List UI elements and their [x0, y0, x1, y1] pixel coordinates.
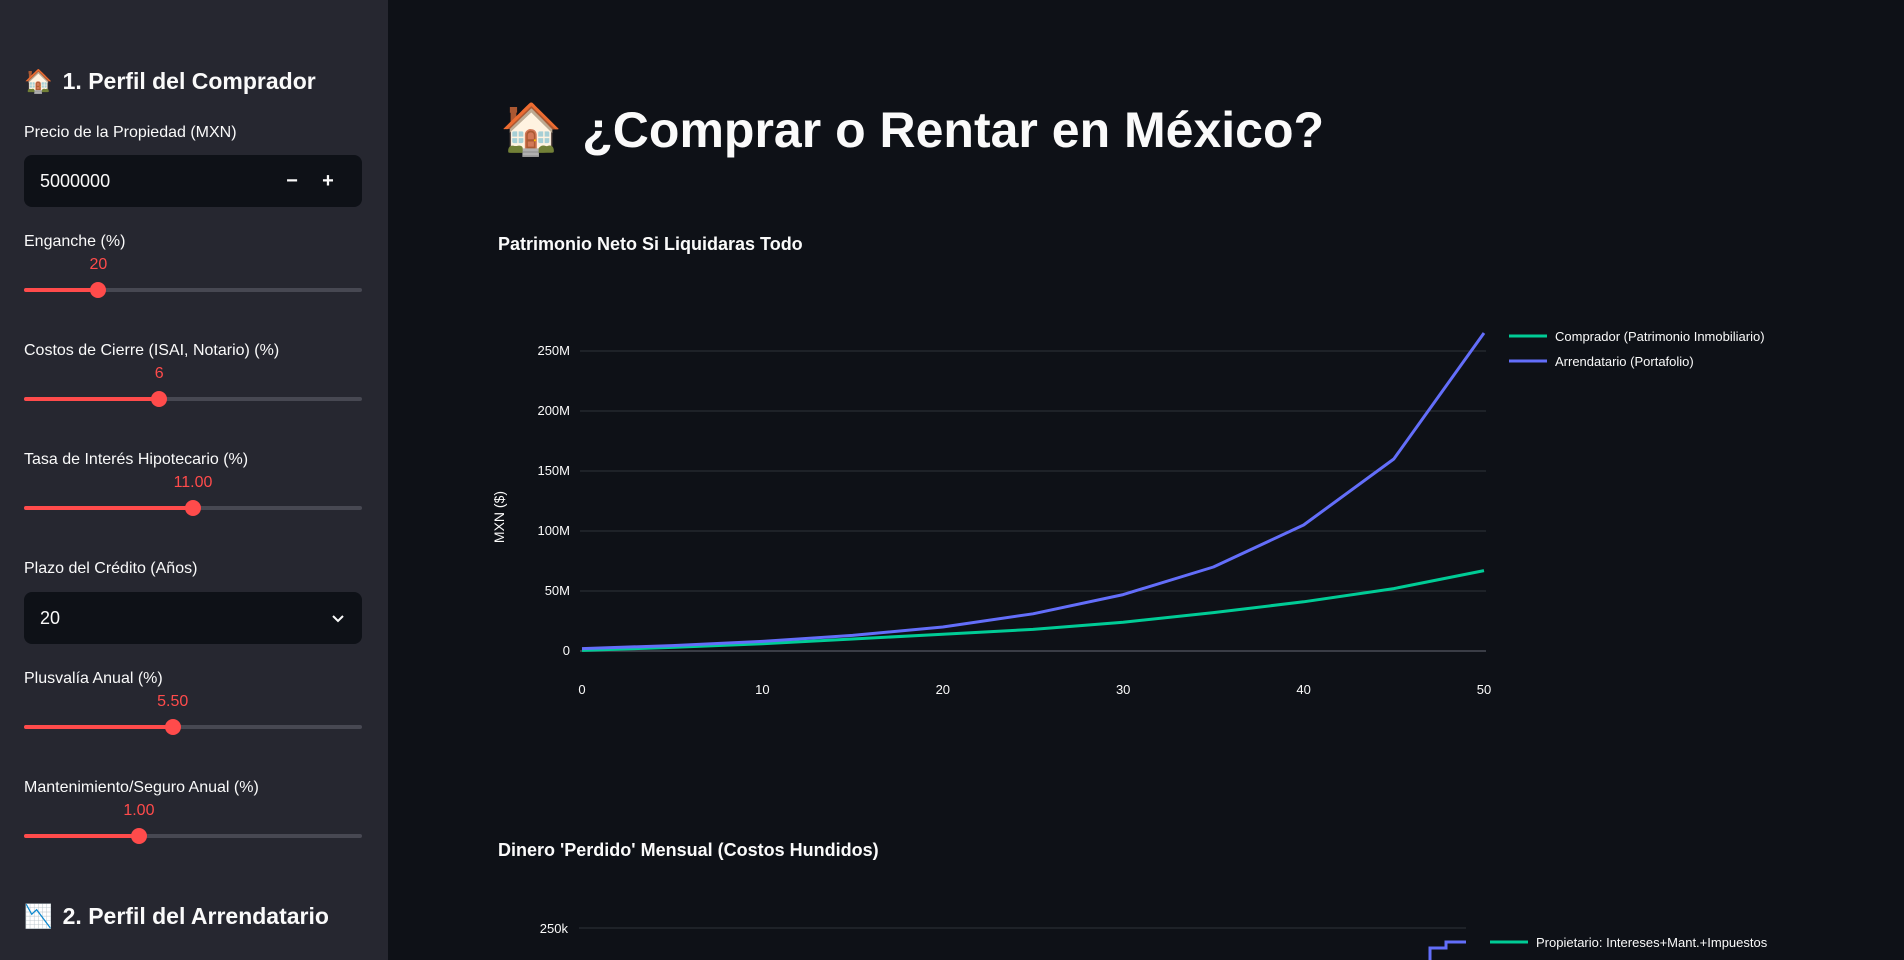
- x-tick-label: 10: [755, 682, 769, 697]
- sidebar: 🏠 1. Perfil del Comprador Precio de la P…: [0, 0, 388, 960]
- chart-title: Patrimonio Neto Si Liquidaras Todo: [498, 234, 803, 254]
- slider-label: Plusvalía Anual (%): [24, 670, 163, 687]
- slider-value: 6: [154, 365, 164, 382]
- chevron-down-icon: [332, 615, 344, 623]
- chart-decreasing-icon: 📉: [24, 903, 53, 929]
- price-label: Precio de la Propiedad (MXN): [24, 124, 237, 141]
- section-header-renter: 📉 2. Perfil del Arrendatario: [24, 903, 329, 929]
- slider-fill: [24, 397, 160, 401]
- slider-label: Tasa de Interés Hipotecario (%): [24, 451, 249, 468]
- series-line: [1428, 940, 1466, 960]
- chart-title: Dinero 'Perdido' Mensual (Costos Hundido…: [498, 840, 879, 860]
- y-axis-label: MXN ($): [491, 491, 507, 543]
- y-tick-label: 150M: [537, 463, 570, 478]
- slider-thumb[interactable]: [164, 719, 181, 735]
- term-value: 20: [40, 607, 61, 628]
- net-worth-chart: 0 50M 100M 150M 200M 250M 0 10 20 30 40 50 MXN ($) Co…: [491, 329, 1765, 697]
- page-title: 🏠 ¿Comprar o Rentar en México?: [500, 101, 1325, 158]
- y-tick-label: 250M: [537, 343, 570, 358]
- slider[interactable]: 1.00: [24, 802, 362, 844]
- term-label: Plazo del Crédito (Años): [24, 560, 198, 577]
- slider-value: 1.00: [123, 802, 155, 819]
- x-tick-label: 20: [936, 682, 950, 697]
- slider-thumb[interactable]: [151, 391, 168, 407]
- slider[interactable]: 11.00: [24, 474, 362, 516]
- legend-label[interactable]: Arrendatario (Portafolio): [1555, 354, 1694, 369]
- x-tick-label: 0: [578, 682, 585, 697]
- slider-thumb[interactable]: [130, 828, 147, 844]
- slider[interactable]: 20: [24, 256, 362, 298]
- house-icon: 🏠: [24, 68, 53, 94]
- y-tick-label: 250k: [540, 921, 569, 936]
- slider-value: 5.50: [157, 693, 189, 710]
- increment-button[interactable]: +: [322, 169, 334, 192]
- legend-label[interactable]: Propietario: Intereses+Mant.+Impuestos: [1536, 935, 1768, 950]
- slider-label: Costos de Cierre (ISAI, Notario) (%): [24, 342, 280, 359]
- slider-label: Enganche (%): [24, 233, 126, 250]
- house-icon: 🏠: [500, 101, 563, 157]
- section-header-buyer: 🏠 1. Perfil del Comprador: [24, 68, 316, 94]
- price-input[interactable]: 5000000 − +: [24, 155, 362, 207]
- slider-label: Mantenimiento/Seguro Anual (%): [24, 779, 259, 796]
- x-tick-label: 40: [1296, 682, 1310, 697]
- y-tick-label: 100M: [537, 523, 570, 538]
- x-tick-label: 30: [1116, 682, 1130, 697]
- slider-value: 11.00: [173, 474, 213, 491]
- series-line: [581, 332, 1486, 651]
- series-line: [581, 569, 1485, 652]
- decrement-button[interactable]: −: [286, 169, 298, 192]
- slider-thumb[interactable]: [90, 282, 107, 298]
- legend-label[interactable]: Comprador (Patrimonio Inmobiliario): [1555, 329, 1765, 344]
- slider[interactable]: 6: [24, 365, 362, 407]
- slider-fill: [24, 834, 139, 838]
- y-tick-label: 0: [563, 643, 570, 658]
- term-select[interactable]: 20: [24, 592, 362, 644]
- price-value[interactable]: 5000000: [40, 170, 111, 191]
- slider-fill: [24, 288, 99, 292]
- y-tick-label: 200M: [537, 403, 570, 418]
- slider-thumb[interactable]: [185, 500, 201, 516]
- monthly-cost-chart: 250k Propietario: Intereses+Mant.+Impues…: [540, 921, 1768, 960]
- slider-fill: [24, 506, 193, 510]
- x-tick-label: 50: [1477, 682, 1491, 697]
- slider-fill: [24, 725, 173, 729]
- y-tick-label: 50M: [545, 583, 570, 598]
- slider[interactable]: 5.50: [24, 693, 362, 735]
- slider-value: 20: [89, 256, 108, 273]
